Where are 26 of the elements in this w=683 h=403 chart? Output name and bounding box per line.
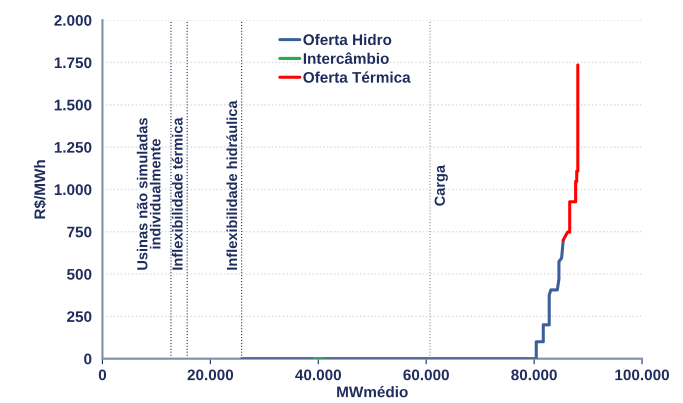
ref-line-label: Carga bbox=[434, 164, 448, 206]
y-tick-label: 0 bbox=[84, 354, 92, 364]
y-axis-title: R$/MWh bbox=[34, 160, 46, 219]
x-tick-label: 20.000 bbox=[188, 369, 234, 380]
ref-line-label: Inflexibilidade hidráulica bbox=[226, 100, 238, 270]
legend-label: Oferta Hidro bbox=[303, 34, 392, 46]
x-tick-label: 0 bbox=[98, 369, 106, 380]
y-tick-label: 500 bbox=[67, 268, 92, 280]
legend-label: Intercâmbio bbox=[304, 52, 389, 64]
legend-label: Oferta Térmica bbox=[303, 71, 411, 83]
y-tick-label: 750 bbox=[67, 226, 92, 238]
line-series bbox=[240, 238, 565, 359]
y-tick-label: 250 bbox=[67, 311, 92, 322]
y-tick-label: 2.000 bbox=[54, 15, 92, 26]
x-tick-label: 100.000 bbox=[615, 369, 670, 380]
x-tick-label: 80.000 bbox=[511, 369, 557, 380]
x-tick-label: 40.000 bbox=[295, 369, 342, 380]
y-tick-label: 1.500 bbox=[54, 100, 92, 110]
line-series bbox=[562, 63, 580, 242]
x-tick-label: 60.000 bbox=[403, 369, 449, 380]
y-tick-label: 1.250 bbox=[54, 142, 92, 153]
ref-line-label: Usinas não simuladas individualmente bbox=[136, 118, 161, 270]
y-tick-label: 1.000 bbox=[54, 184, 92, 196]
x-axis-title: MWmédio bbox=[337, 386, 408, 398]
y-tick-label: 1.750 bbox=[54, 57, 92, 68]
ref-line-label: Inflexibilidade térmica bbox=[172, 117, 183, 270]
